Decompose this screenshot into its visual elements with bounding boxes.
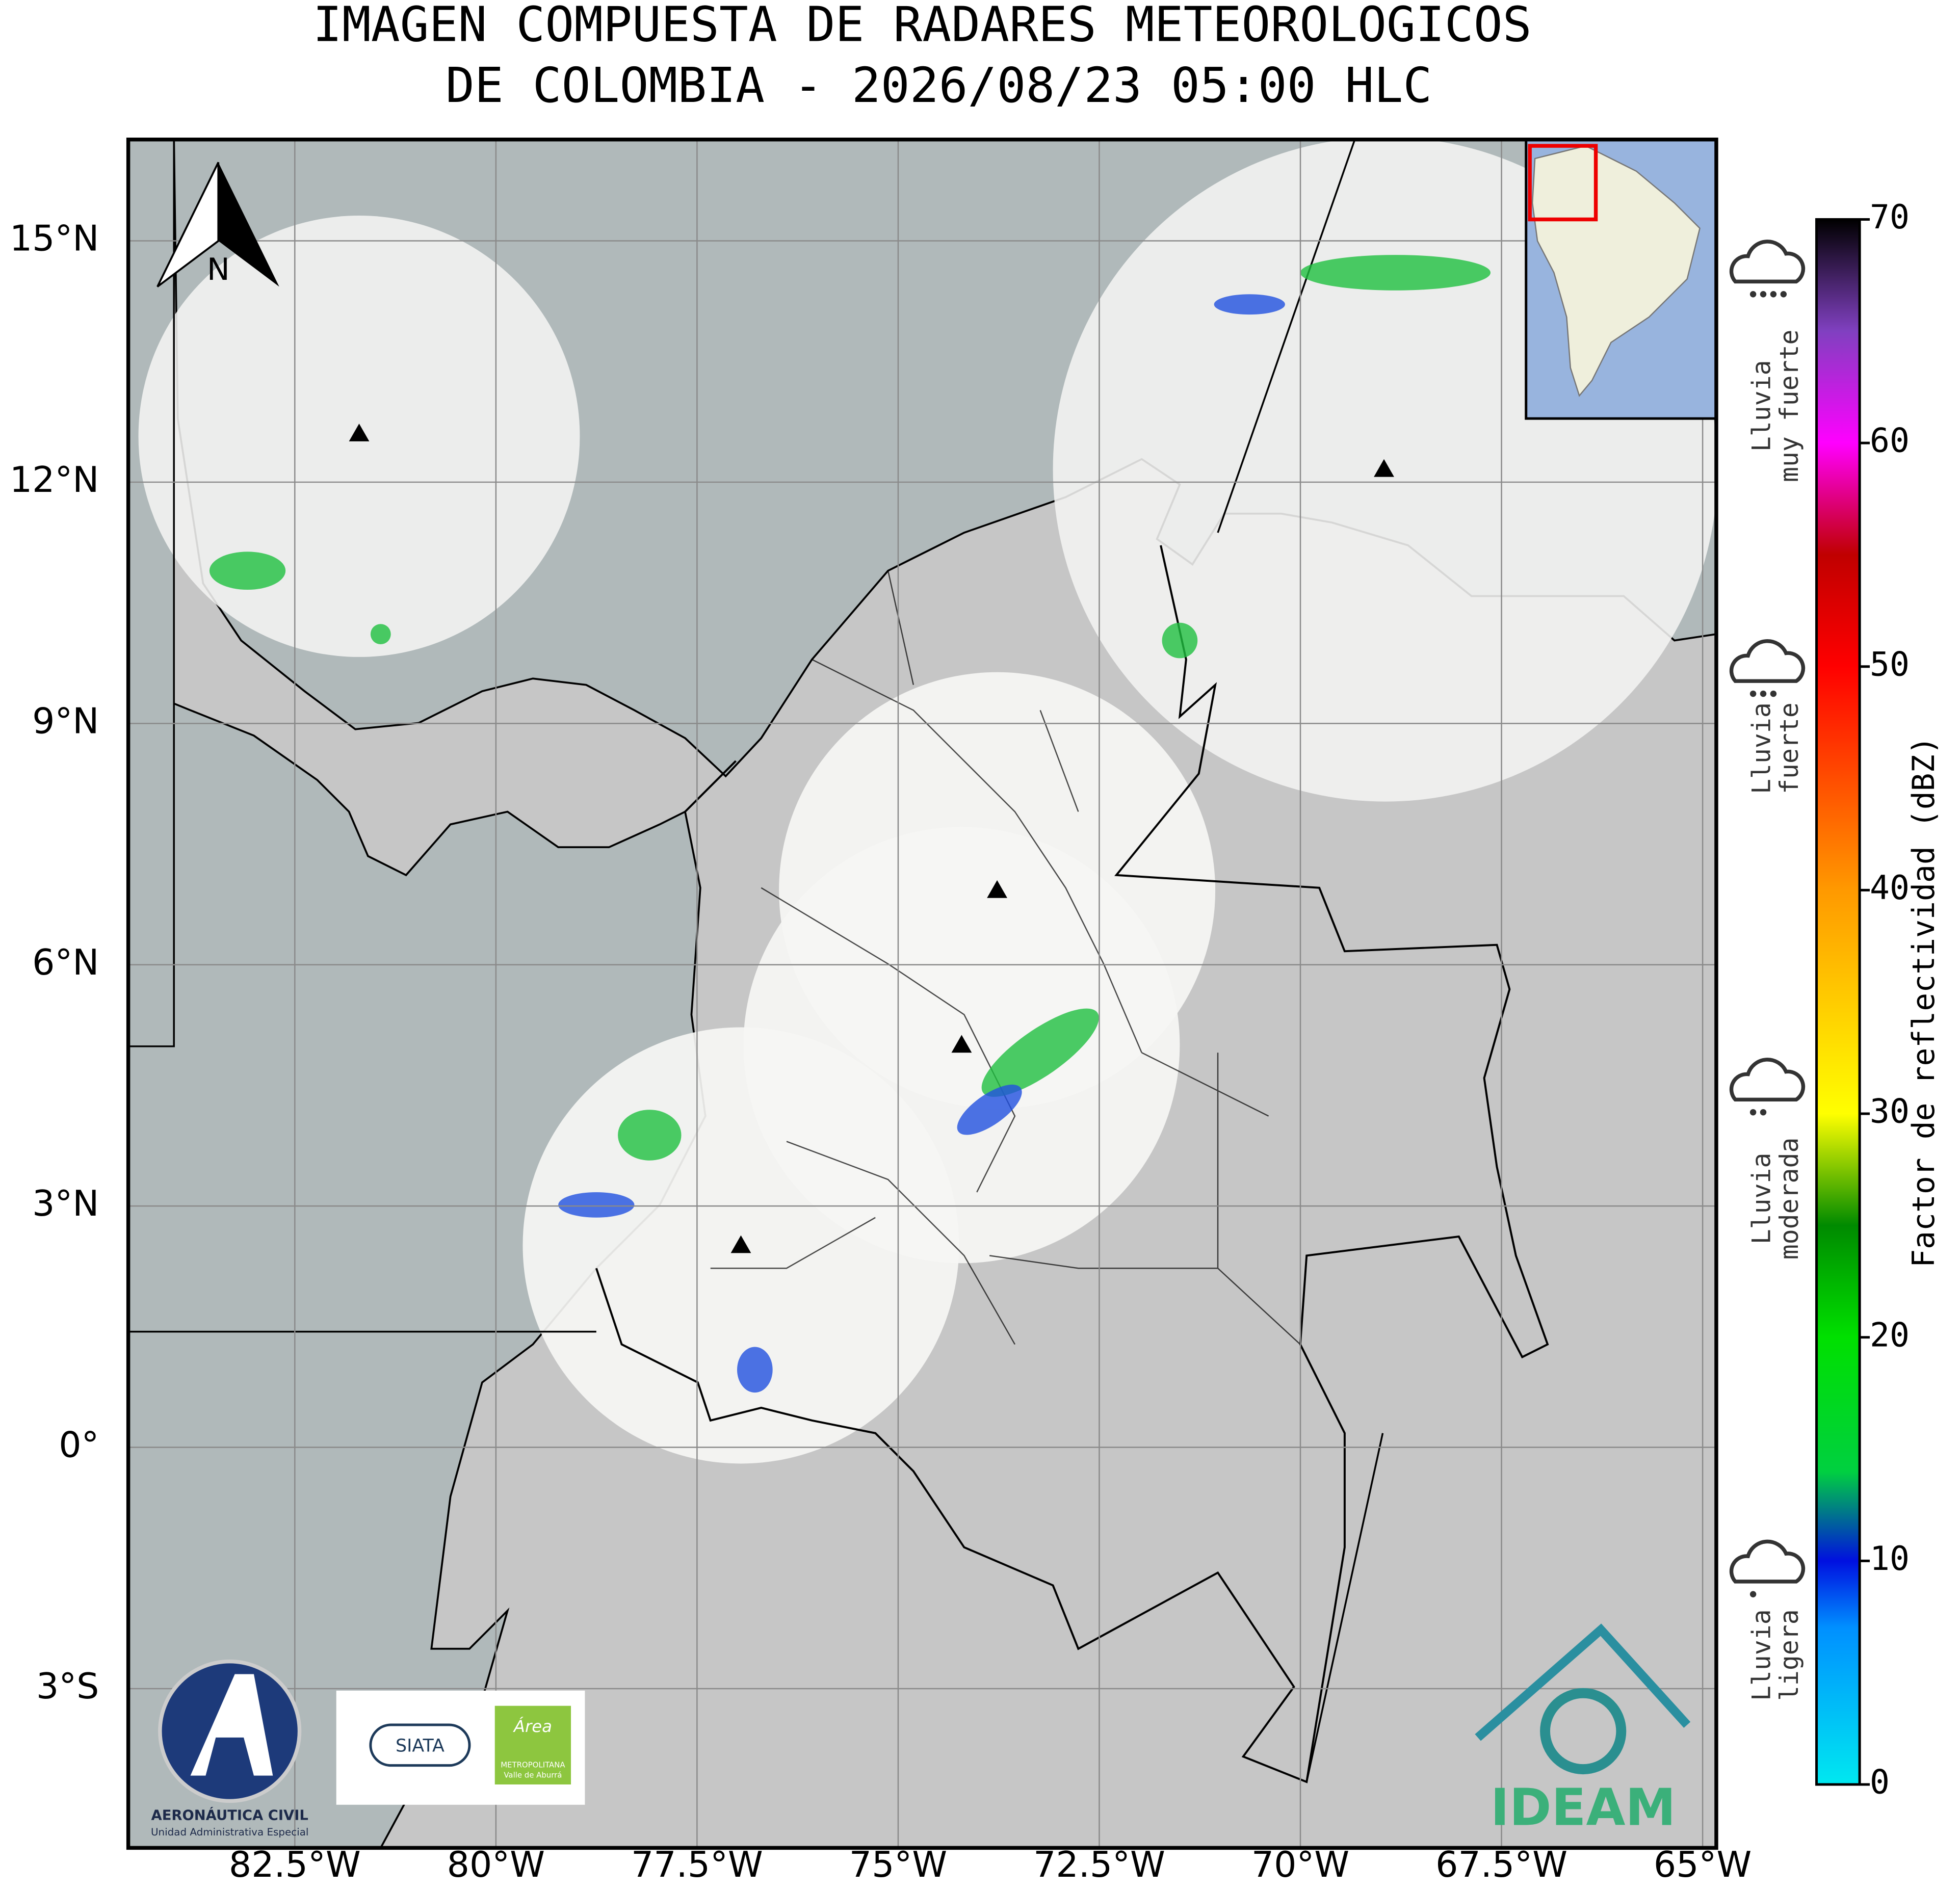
title-line: IMAGEN COMPUESTA DE RADARES METEOROLOGIC… [313, 0, 1532, 53]
colorbar-label: Factor de reflectividad (dBZ) [1906, 737, 1942, 1268]
logo-glyph [190, 1674, 273, 1776]
y-tick-label: 6°N [32, 942, 99, 983]
rain-drop [1760, 1109, 1767, 1116]
rain-label: Lluvia [1747, 702, 1776, 794]
logo-text: Área [513, 1717, 552, 1736]
rain-icon [1729, 1058, 1806, 1102]
logo-siata-area: SIATA Área METROPOLITANA Valle de Aburrá [336, 1690, 585, 1805]
x-tick-label: 80°W [447, 1844, 545, 1885]
rain-drop [1770, 690, 1777, 697]
rain-drop [1770, 291, 1777, 298]
rain-drop [1749, 1591, 1757, 1597]
department-border [710, 570, 1301, 1345]
rain-drop [1760, 291, 1767, 298]
y-tick-label: 3°S [36, 1666, 99, 1707]
colorbar: Factor de reflectividad (dBZ) 0 10 20 30 40 5… [1815, 198, 1942, 1802]
axes: 82.5°W 80°W 77.5°W 75°W 72.5°W 70°W 67.5°W 65°W… [10, 218, 1752, 1885]
echo [981, 1008, 1099, 1097]
y-tick-label: 12°N [10, 459, 99, 501]
logo-swirl [1540, 1688, 1627, 1775]
colorbar-tick-label: 20 [1870, 1316, 1910, 1354]
logo-text: Valle de Aburrá [504, 1771, 562, 1780]
maritime-border [128, 139, 1384, 1782]
x-tick-label: 70°W [1251, 1844, 1349, 1885]
colorbar-tick-label: 40 [1870, 869, 1910, 907]
colorbar-tick-label: 0 [1870, 1764, 1890, 1802]
logo-text: METROPOLITANA [501, 1761, 565, 1770]
x-tick-label: 77.5°W [631, 1844, 763, 1885]
colorbar-tick-label: 70 [1870, 198, 1910, 237]
y-tick-label: 3°N [32, 1183, 99, 1224]
colorbar-tick-label: 50 [1870, 645, 1910, 684]
rain-label: Lluvia [1747, 1153, 1776, 1245]
rain-label: ligera [1774, 1609, 1804, 1701]
colorbar-tick-label: 60 [1870, 422, 1910, 460]
rain-icon [1729, 1539, 1806, 1584]
x-tick-label: 82.5°W [229, 1844, 361, 1885]
map-frame [126, 137, 1718, 1850]
echo [1214, 294, 1285, 315]
rain-label: muy fuerte [1774, 329, 1804, 482]
logo-cloud [369, 1723, 471, 1767]
x-tick-label: 65°W [1654, 1844, 1752, 1885]
logo-ideam: IDEAM [1475, 1623, 1691, 1837]
radar-site [349, 424, 370, 441]
logo-roof [1475, 1623, 1691, 1741]
echoes [209, 255, 1491, 1393]
radar-site [987, 880, 1007, 898]
inset-extent [1528, 144, 1598, 222]
rain-drop [1749, 291, 1757, 298]
rain-label: fuerte [1774, 702, 1804, 794]
y-tick-label: 9°N [32, 700, 99, 742]
echo [558, 1192, 635, 1218]
rain-drop [1760, 690, 1767, 697]
colorbar-bar [1815, 218, 1861, 1786]
y-tick-label: 15°N [10, 218, 99, 259]
echo [618, 1110, 682, 1161]
echo [1300, 255, 1491, 291]
north-label: N [207, 252, 230, 287]
rain-label: moderada [1774, 1138, 1804, 1260]
logo-aerocivil: AERONÁUTICA CIVIL Unidad Administrativa … [151, 1659, 308, 1838]
inset-land [1531, 145, 1701, 397]
rain-label: Lluvia [1747, 1609, 1776, 1701]
rain-icon [1729, 240, 1806, 284]
x-tick-label: 72.5°W [1033, 1844, 1165, 1885]
colorbar-tick-label: 30 [1870, 1093, 1910, 1131]
x-tick-label: 75°W [849, 1844, 947, 1885]
rain-label: Lluvia [1747, 360, 1776, 452]
logo-text: IDEAM [1491, 1779, 1676, 1837]
radar-site [951, 1035, 972, 1053]
logo-area-box [494, 1705, 571, 1784]
rain-icon [1729, 639, 1806, 683]
logo-text: Unidad Administrativa Especial [151, 1826, 308, 1838]
inset-map [1525, 139, 1716, 420]
y-tick-label: 0° [59, 1425, 99, 1466]
pacific-strip [128, 139, 174, 1046]
radar-site [1374, 459, 1394, 477]
rain-drop [1749, 690, 1757, 697]
radar-sites [349, 424, 1394, 1253]
x-tick-label: 67.5°W [1435, 1844, 1567, 1885]
echo [1162, 622, 1198, 659]
echo [370, 624, 391, 645]
grid [128, 139, 1716, 1848]
radar-site [730, 1235, 751, 1253]
rain-drop [1749, 1109, 1757, 1116]
echo [737, 1347, 773, 1393]
rain-drop [1780, 291, 1787, 298]
logo-text: SIATA [396, 1736, 445, 1756]
map-area: N AERONÁUTICA CIVIL Unidad Administrativ… [128, 139, 1716, 1848]
echo [957, 1084, 1022, 1135]
title-line: DE COLOMBIA - 2026/08/23 05:00 HLC [446, 58, 1432, 114]
echo [209, 551, 286, 590]
logo-text: AERONÁUTICA CIVIL [151, 1807, 308, 1824]
colorbar-tick-label: 10 [1870, 1540, 1910, 1578]
